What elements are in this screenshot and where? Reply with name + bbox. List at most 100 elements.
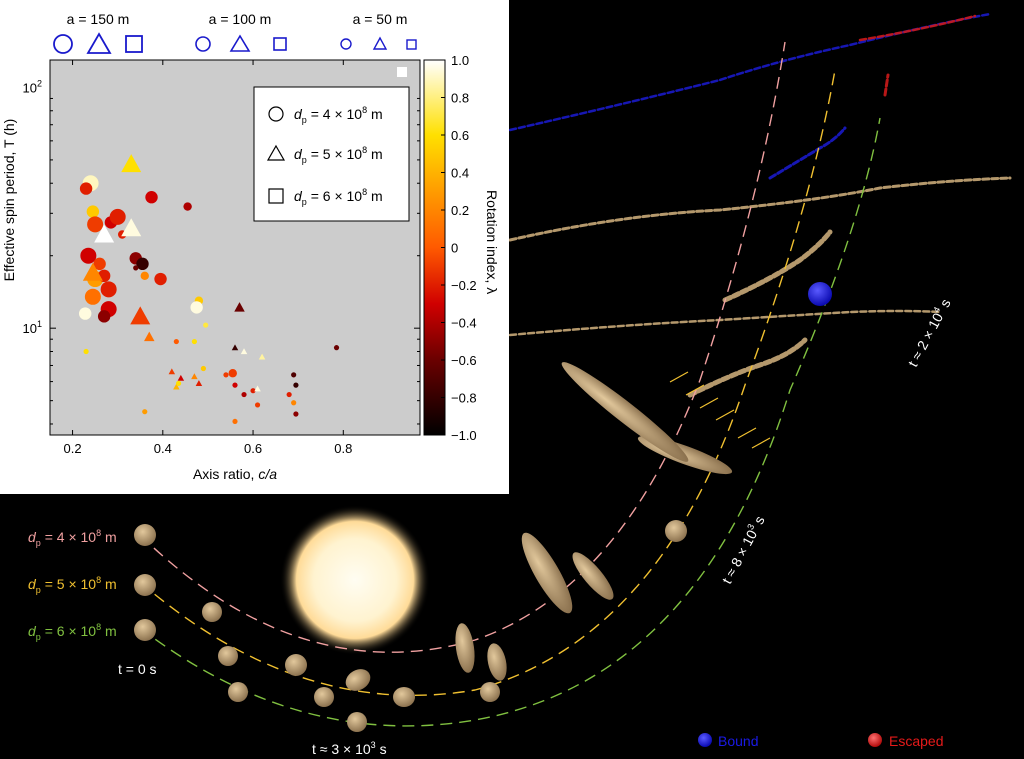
time-label-3-text: t ≈ 2 × 10	[905, 310, 947, 369]
data-point-triangle	[177, 374, 185, 381]
data-point-circle	[109, 208, 126, 225]
key-triangle-large	[86, 32, 112, 54]
tidal-body	[314, 687, 334, 707]
data-point-circle	[79, 182, 93, 195]
tidal-body	[134, 524, 156, 546]
traj-label-4: dp = 4 × 108 m	[28, 528, 117, 548]
legend-label-6: dp = 6 × 108 m	[294, 187, 383, 207]
trajectory-paths	[139, 41, 881, 727]
data-point-triangle	[82, 262, 103, 281]
tidal-body	[572, 552, 614, 600]
traj-label-5-post: m	[101, 576, 117, 592]
data-point-circle	[173, 338, 179, 345]
key-square-large	[125, 35, 143, 53]
data-point-circle	[291, 372, 297, 378]
traj-label-5-sup: 8	[96, 575, 101, 585]
data-point-circle	[286, 391, 292, 398]
data-point-triangle	[231, 344, 239, 351]
colorbar-ticks: 1.0 0.8 0.6 0.4 0.2 0 −0.2 −0.4 −0.6 −0.8 −1.0	[441, 53, 477, 443]
x-axis-label-var: c/a	[258, 466, 277, 482]
traj-label-6-d: d	[28, 623, 37, 639]
bound-legend-label: Bound	[718, 733, 758, 749]
legend-triangle-icon	[266, 144, 286, 161]
colorbar: 1.0 0.8 0.6 0.4 0.2 0 −0.2 −0.4 −0.6 −0.8 −1.0 Rot…	[423, 53, 500, 443]
trajectory-path	[139, 69, 836, 696]
tick-mark	[669, 371, 689, 383]
time-label-1-text: t ≈ 3 × 10	[312, 741, 371, 757]
data-point-circle	[136, 257, 149, 271]
tick-mark	[699, 397, 719, 409]
tidal-body	[665, 520, 687, 542]
tidal-body	[285, 654, 307, 676]
legend-circle-icon	[268, 106, 284, 122]
data-point-circle	[93, 257, 106, 271]
data-point-triangle	[254, 385, 261, 392]
traj-label-4-sub: p	[36, 538, 41, 548]
data-points	[78, 154, 340, 425]
inset-chart: a = 150 m a = 100 m a = 50 m 0.2 0.4 0.6 0.…	[0, 0, 509, 494]
traj-label-5: dp = 5 × 108 m	[28, 575, 117, 595]
x-tick-label: 0.2	[64, 441, 82, 456]
data-point-triangle	[144, 331, 155, 342]
traj-label-5-mid: = 5 × 10	[41, 576, 96, 592]
data-point-circle	[241, 391, 247, 398]
size-key: a = 150 m a = 100 m a = 50 m	[53, 11, 417, 54]
colorbar-tick-label: 0.4	[451, 166, 469, 181]
tidal-body	[480, 682, 500, 702]
data-point-triangle	[173, 383, 180, 390]
data-point-triangle	[94, 224, 115, 243]
tidal-body	[202, 602, 222, 622]
time-label-2: t ≈ 8 × 103 s	[718, 513, 768, 587]
data-point-circle	[80, 247, 97, 264]
traj-label-4-d: d	[28, 529, 37, 545]
tidal-body	[134, 619, 156, 641]
shape-legend-box	[253, 86, 410, 222]
tidal-bodies	[134, 362, 733, 732]
data-point-circle	[133, 265, 139, 271]
tick-mark	[715, 409, 735, 421]
x-axis-label: Axis ratio, c/a	[193, 466, 277, 482]
tick-mark	[737, 427, 757, 439]
tidal-body	[393, 687, 415, 707]
debris-stream	[883, 73, 890, 97]
trajectory-scene: dp = 4 × 108 m dp = 5 × 108 m dp = 6 × 1…	[28, 12, 1012, 757]
debris-stream	[768, 126, 847, 180]
traj-label-6-post: m	[101, 623, 117, 639]
data-point-circle	[84, 288, 101, 305]
colorbar-tick-label: 0.6	[451, 128, 469, 143]
time-label-0-text: t = 0 s	[118, 661, 157, 677]
sun	[280, 505, 430, 655]
key-circle-small	[340, 38, 352, 50]
time-label-2-text: t ≈ 8 × 10	[719, 527, 761, 586]
data-point-circle	[203, 322, 209, 328]
data-point-circle	[293, 411, 299, 417]
data-point-circle	[333, 345, 340, 351]
tidal-body	[455, 623, 475, 673]
tick-mark	[751, 437, 771, 449]
escaped-legend-label: Escaped	[889, 733, 943, 749]
key-square-medium	[273, 37, 287, 51]
escaped-legend-marker	[868, 733, 882, 747]
data-point-circle	[223, 372, 229, 378]
data-point-triangle	[130, 306, 151, 325]
data-point-circle	[78, 307, 92, 320]
data-point-circle	[97, 310, 111, 323]
traj-label-5-d: d	[28, 576, 37, 592]
time-label-3-sup: 4	[931, 305, 942, 314]
time-label-2-sup: 3	[745, 522, 756, 531]
data-point-circle	[232, 418, 238, 425]
data-point-triangle	[121, 218, 142, 237]
y-axis-label: Effective spin period, T (h)	[1, 119, 17, 282]
traj-label-4-mid: = 4 × 10	[41, 529, 96, 545]
data-point-circle	[100, 281, 117, 298]
bound-legend-marker	[698, 733, 712, 747]
debris-stream	[508, 309, 942, 337]
key-circle-medium	[195, 36, 211, 52]
traj-label-6-sub: p	[36, 632, 41, 642]
data-point-circle	[190, 301, 203, 314]
time-label-1-sup: 3	[371, 740, 376, 750]
tidal-body	[228, 682, 248, 702]
colorbar-label: Rotation index, λ	[484, 190, 500, 294]
data-point-triangle	[234, 302, 245, 312]
